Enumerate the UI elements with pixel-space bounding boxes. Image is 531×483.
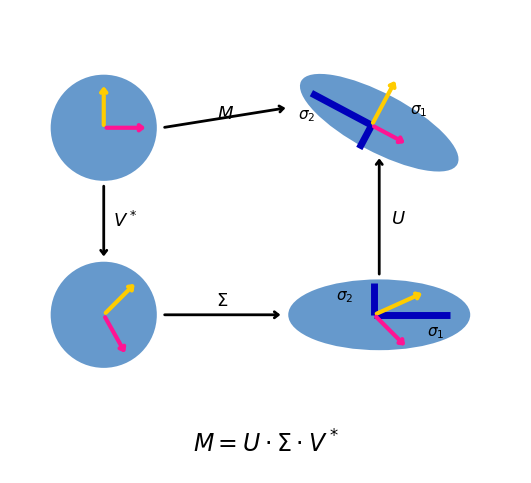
Ellipse shape (288, 279, 470, 350)
Text: $\sigma_2$: $\sigma_2$ (298, 108, 316, 124)
Text: $\sigma_2$: $\sigma_2$ (336, 290, 354, 305)
Text: $\sigma_1$: $\sigma_1$ (409, 103, 427, 119)
Text: $M = U\cdot\Sigma\cdot V^*$: $M = U\cdot\Sigma\cdot V^*$ (193, 430, 338, 457)
Ellipse shape (300, 74, 459, 171)
Text: $\sigma_1$: $\sigma_1$ (427, 325, 444, 341)
Text: $M$: $M$ (217, 105, 234, 123)
Text: $V^*$: $V^*$ (113, 211, 137, 231)
Circle shape (50, 75, 157, 181)
Circle shape (50, 262, 157, 368)
Text: $\Sigma$: $\Sigma$ (217, 292, 229, 310)
Text: $U$: $U$ (391, 210, 406, 228)
